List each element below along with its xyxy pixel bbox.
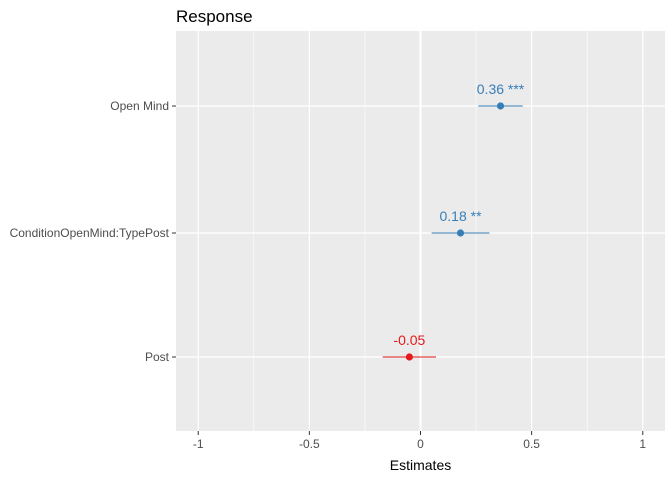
estimate-point (496, 102, 505, 110)
estimate-label: 0.18 ** (439, 208, 482, 224)
x-tick-label: -1 (193, 437, 204, 451)
estimate-point (405, 353, 413, 361)
y-axis-labels: Open Mind ConditionOpenMind:TypePost Post (10, 99, 176, 364)
y-tick-label: ConditionOpenMind:TypePost (10, 226, 170, 240)
x-tick-label: 0 (417, 437, 424, 451)
estimate-marks: 0.36 *** 0.18 ** -0.05 (382, 81, 525, 361)
estimate-label: -0.05 (393, 332, 425, 348)
chart-title: Response (176, 7, 253, 26)
x-tick-label: -0.5 (299, 437, 320, 451)
y-tick-label: Open Mind (110, 99, 169, 113)
y-tick-label: Post (145, 350, 170, 364)
grid-lines (176, 31, 665, 431)
x-axis-title: Estimates (390, 457, 451, 473)
estimate-label: 0.36 *** (477, 81, 525, 97)
x-axis-labels: -1 -0.5 0 0.5 1 (193, 431, 646, 451)
estimate-point (456, 229, 465, 237)
x-tick-label: 1 (639, 437, 646, 451)
x-tick-label: 0.5 (523, 437, 540, 451)
